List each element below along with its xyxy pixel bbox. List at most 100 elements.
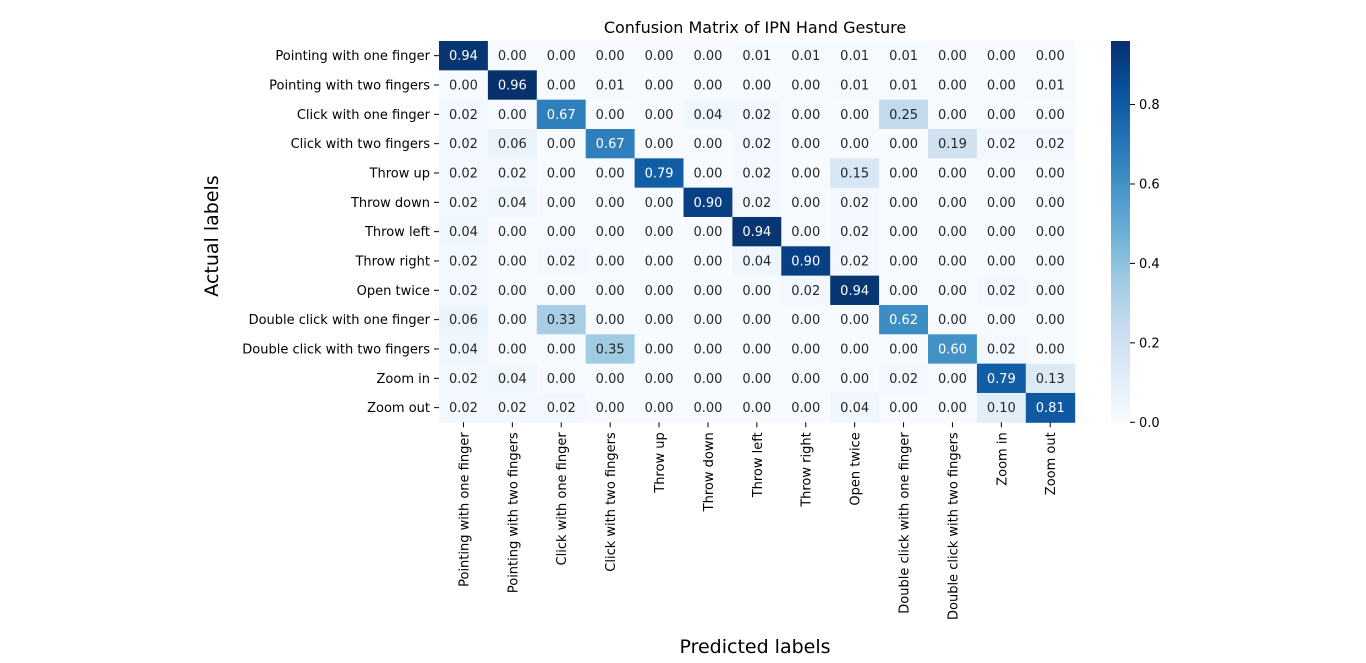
heatmap-cell [1025,363,1076,394]
cell-value-label: 0.19 [938,137,967,152]
cell-value-label: 0.13 [1036,372,1065,387]
colorbar-tick-label: 0.0 [1139,416,1160,431]
cell-value-label: 0.00 [889,196,918,211]
cell-value-label: 0.00 [1036,284,1065,299]
cell-value-label: 0.00 [791,372,820,387]
cell-value-label: 0.00 [938,401,967,416]
heatmap-cell [683,128,733,159]
cell-value-label: 0.02 [840,254,869,269]
cell-value-label: 0.00 [693,313,722,328]
heatmap-cell [683,304,733,335]
heatmap-cell [683,187,733,218]
heatmap-cell [928,158,978,189]
heatmap-cell [830,187,880,218]
cell-value-label: 0.00 [742,401,771,416]
cell-value-label: 0.02 [449,284,478,299]
heatmap-cell [585,158,636,189]
heatmap-cell [781,216,831,247]
cell-value-label: 0.00 [1036,254,1065,269]
heatmap-cell [585,275,636,306]
cell-value-label: 0.00 [987,313,1016,328]
heatmap-cell [781,99,831,130]
heatmap-cell [928,275,978,306]
x-tick-label: Click with one finger [555,432,570,566]
x-tick-label: Pointing with one finger [457,432,472,587]
heatmap-cell [732,216,782,247]
cell-value-label: 0.00 [645,108,674,123]
cell-value-label: 0.04 [449,225,478,240]
heatmap-cell [439,275,489,306]
cell-value-label: 0.00 [987,196,1016,211]
heatmap-cell [732,246,782,277]
x-tick-labels: Pointing with one finger Pointing with tw… [457,422,1059,620]
chart-title: Confusion Matrix of IPN Hand Gesture [604,18,906,37]
heatmap-cell [585,128,636,159]
cell-value-label: 0.62 [889,313,918,328]
x-tick-label: Click with two fingers [604,432,619,572]
heatmap-cell [976,158,1027,189]
cell-value-label: 0.00 [791,225,820,240]
heatmap-cell [1025,304,1076,335]
y-tick-label: Open twice [357,284,430,299]
heatmap-cell [928,392,978,423]
cell-value-label: 0.02 [498,401,527,416]
cell-value-label: 0.00 [693,49,722,64]
heatmap-cell [585,70,636,101]
heatmap-cell [781,70,831,101]
heatmap-cell [439,158,489,189]
cell-value-label: 0.00 [645,372,674,387]
cell-value-label: 0.00 [938,372,967,387]
heatmap-cell [439,187,489,218]
heatmap-cell [1025,158,1076,189]
cell-value-label: 0.00 [596,372,625,387]
cell-value-label: 0.00 [547,49,576,64]
heatmap-cell [830,304,880,335]
cell-value-label: 0.00 [840,108,869,123]
cell-value-label: 0.00 [693,225,722,240]
y-tick-label: Click with two fingers [291,137,431,152]
heatmap-cell [487,158,538,189]
heatmap-cell [732,304,782,335]
cell-value-label: 0.02 [449,401,478,416]
heatmap-cell [439,99,489,130]
cell-value-label: 0.00 [987,49,1016,64]
cell-value-label: 0.01 [791,49,820,64]
cell-value-label: 0.02 [742,166,771,181]
heatmap-cell [634,99,684,130]
heatmap-cell [1025,187,1076,218]
cell-value-label: 0.02 [840,196,869,211]
y-tick-label: Click with one finger [297,108,431,123]
heatmap-cell [634,304,684,335]
heatmap-cell [1025,99,1076,130]
heatmap-cell [683,41,733,71]
heatmap-cell [536,304,587,335]
cell-value-label: 0.01 [889,79,918,94]
cell-value-label: 0.02 [449,166,478,181]
x-tick-label: Double click with one finger [898,432,913,614]
heatmap-cell [732,334,782,365]
x-tick-label: Throw up [653,432,668,493]
heatmap-cell [732,128,782,159]
heatmap-cell [976,41,1027,71]
cell-value-label: 0.00 [742,79,771,94]
heatmap-cell [487,99,538,130]
heatmap-cell [732,275,782,306]
cell-value-label: 0.00 [840,137,869,152]
cell-value-label: 0.00 [987,254,1016,269]
cell-value-label: 0.00 [1036,166,1065,181]
cell-value-label: 0.00 [840,313,869,328]
heatmap-cell [879,363,929,394]
cell-value-label: 0.00 [791,137,820,152]
colorbar-tick-label: 0.4 [1139,257,1160,272]
y-tick-label: Throw up [369,166,430,181]
cell-value-label: 0.00 [791,196,820,211]
heatmap-cell [781,392,831,423]
heatmap-cell [830,246,880,277]
cell-value-label: 0.00 [987,225,1016,240]
heatmap-cell [536,246,587,277]
heatmap-cell [976,246,1027,277]
heatmap-cell [928,304,978,335]
x-tick-label: Zoom out [1044,432,1059,495]
cell-value-label: 0.00 [987,108,1016,123]
heatmap-cell [879,158,929,189]
